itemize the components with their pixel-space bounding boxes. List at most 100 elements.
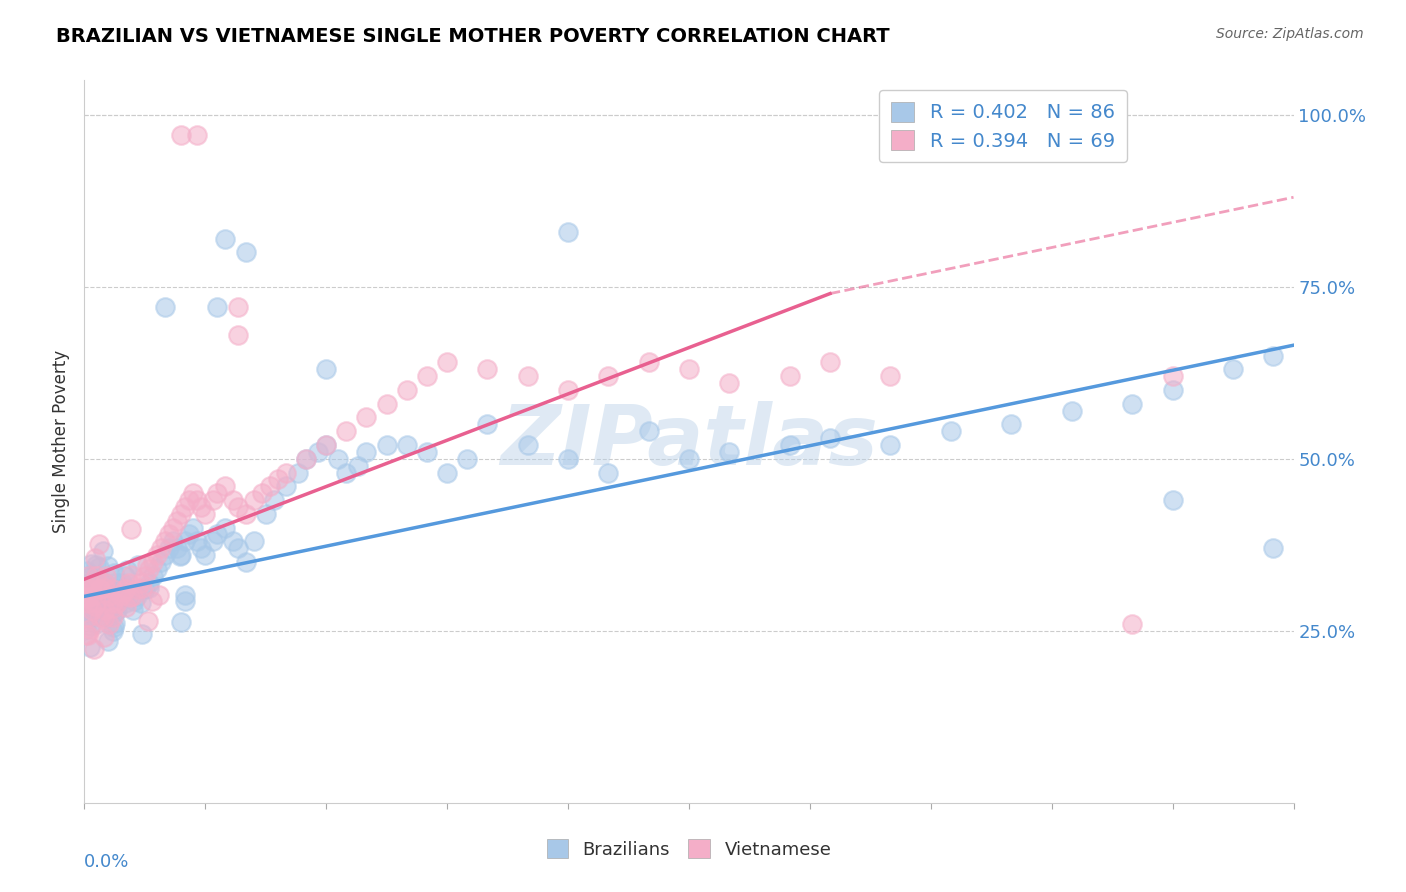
Text: ZIPatlas: ZIPatlas: [501, 401, 877, 482]
Point: [77, 590, 100, 604]
Point: [97, 559, 120, 574]
Point: [91, 577, 114, 591]
Point: [75, 591, 97, 605]
Point: [356, 410, 378, 425]
Point: [194, 548, 217, 562]
Point: [77, 568, 100, 582]
Point: [879, 438, 901, 452]
Point: [557, 451, 579, 466]
Point: [194, 507, 217, 521]
Point: [86, 616, 108, 631]
Point: [125, 590, 148, 604]
Point: [80, 557, 103, 571]
Point: [678, 362, 700, 376]
Point: [436, 355, 458, 369]
Point: [678, 451, 700, 466]
Point: [89, 610, 111, 624]
Point: [637, 424, 659, 438]
Point: [104, 605, 127, 619]
Point: [121, 590, 143, 604]
Point: [103, 599, 125, 614]
Point: [110, 576, 132, 591]
Point: [226, 500, 249, 514]
Point: [127, 558, 149, 573]
Point: [347, 458, 370, 473]
Point: [153, 534, 176, 549]
Point: [287, 466, 309, 480]
Point: [101, 590, 124, 604]
Point: [75, 589, 97, 603]
Point: [84, 576, 107, 591]
Point: [1263, 541, 1285, 556]
Point: [356, 445, 378, 459]
Point: [202, 534, 225, 549]
Point: [97, 634, 120, 648]
Point: [169, 549, 191, 563]
Point: [75, 623, 97, 637]
Point: [110, 590, 132, 604]
Point: [166, 541, 188, 556]
Point: [557, 383, 579, 397]
Point: [82, 610, 104, 624]
Point: [395, 438, 418, 452]
Point: [138, 562, 160, 576]
Point: [77, 575, 100, 590]
Point: [77, 610, 100, 624]
Point: [76, 628, 98, 642]
Point: [157, 541, 180, 556]
Point: [818, 431, 841, 445]
Point: [80, 582, 103, 597]
Point: [115, 563, 138, 577]
Point: [142, 568, 165, 582]
Point: [86, 568, 108, 582]
Point: [174, 594, 197, 608]
Point: [1222, 362, 1244, 376]
Point: [1060, 403, 1083, 417]
Point: [779, 438, 801, 452]
Point: [416, 369, 439, 384]
Point: [335, 466, 357, 480]
Point: [166, 514, 188, 528]
Point: [82, 596, 104, 610]
Point: [82, 590, 104, 604]
Point: [101, 610, 124, 624]
Point: [214, 520, 236, 534]
Point: [84, 597, 107, 611]
Point: [1000, 417, 1022, 432]
Point: [436, 466, 458, 480]
Point: [186, 493, 208, 508]
Point: [174, 534, 197, 549]
Point: [79, 580, 101, 594]
Point: [598, 466, 620, 480]
Point: [170, 507, 193, 521]
Point: [82, 603, 104, 617]
Point: [149, 541, 172, 556]
Point: [222, 493, 245, 508]
Point: [86, 596, 108, 610]
Point: [315, 438, 337, 452]
Point: [84, 576, 107, 591]
Point: [122, 594, 145, 608]
Point: [89, 586, 111, 600]
Point: [89, 537, 111, 551]
Point: [416, 445, 439, 459]
Point: [129, 596, 152, 610]
Point: [190, 500, 212, 514]
Point: [93, 575, 115, 590]
Point: [226, 541, 249, 556]
Point: [254, 507, 277, 521]
Point: [179, 527, 201, 541]
Point: [82, 575, 104, 590]
Point: [94, 581, 117, 595]
Point: [125, 582, 148, 597]
Point: [179, 493, 201, 508]
Point: [134, 582, 156, 597]
Point: [93, 596, 115, 610]
Point: [114, 582, 136, 597]
Point: [103, 619, 125, 633]
Point: [120, 591, 142, 605]
Point: [76, 596, 98, 610]
Point: [214, 479, 236, 493]
Point: [1161, 383, 1184, 397]
Point: [181, 520, 204, 534]
